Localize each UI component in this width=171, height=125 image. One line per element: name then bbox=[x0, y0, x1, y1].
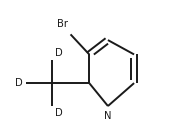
Text: Br: Br bbox=[57, 19, 68, 29]
Text: D: D bbox=[55, 48, 62, 58]
Text: N: N bbox=[104, 111, 112, 121]
Text: D: D bbox=[15, 78, 23, 88]
Text: D: D bbox=[55, 108, 62, 118]
